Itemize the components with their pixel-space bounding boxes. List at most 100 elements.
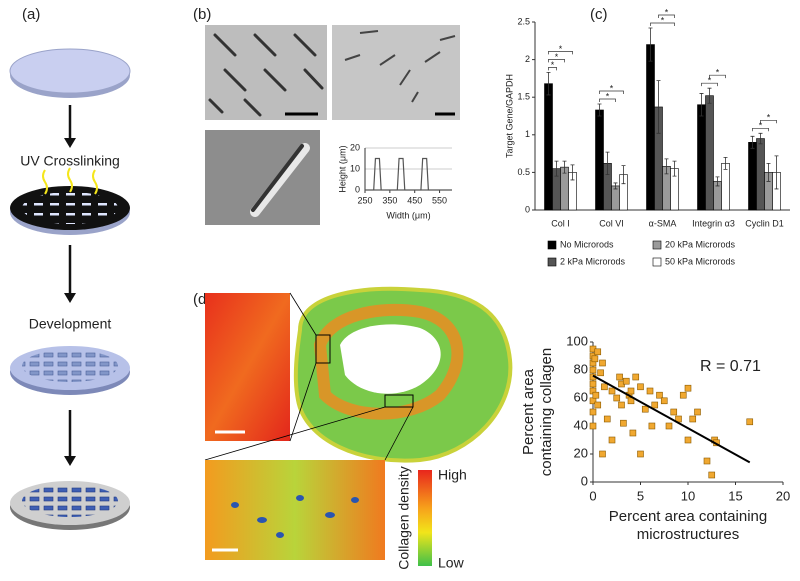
x-tick-label: 15: [728, 488, 742, 503]
legend-label: 50 kPa Microrods: [665, 256, 736, 266]
y-tick-label: 0: [525, 204, 530, 214]
annotation: R = 0.71: [700, 358, 761, 375]
error-bar: [597, 103, 602, 117]
point: [591, 355, 599, 363]
point: [660, 397, 668, 405]
bar: [611, 185, 620, 211]
y-tick-label: 40: [574, 417, 588, 432]
x-tick-label: Col VI: [599, 218, 624, 228]
y-axis-title: Target Gene/GAPDH: [504, 74, 514, 158]
error-bar: [750, 135, 755, 149]
point: [637, 383, 644, 391]
error-bar: [562, 160, 567, 174]
zoom-box: [315, 334, 331, 364]
zoom-line: [289, 292, 317, 336]
point: [589, 380, 597, 388]
legend-label: No Microrods: [560, 239, 614, 249]
x-tick-label: 5: [637, 488, 644, 503]
significance-mark: *: [759, 121, 763, 131]
y-tick-label: 1: [525, 129, 530, 139]
bar: [560, 166, 569, 211]
point: [708, 471, 716, 479]
point: [641, 405, 649, 413]
point: [603, 415, 611, 423]
colorbar-label: Low: [438, 555, 465, 571]
y-tick-label: 80: [574, 361, 588, 376]
y-tick-label: 1.5: [517, 92, 530, 102]
rods: [208, 33, 324, 117]
x-tick-label: 450: [407, 195, 422, 205]
point: [629, 429, 637, 437]
point: [651, 401, 659, 409]
microstructures: [231, 495, 359, 538]
significance-mark: *: [708, 76, 712, 86]
colorbar-title: Collagen density: [396, 466, 412, 570]
point: [616, 373, 623, 381]
zoom-box: [384, 394, 414, 408]
y-tick-label: 60: [574, 389, 588, 404]
point: [670, 408, 678, 416]
legend-swatch: [652, 257, 662, 267]
error-bar: [570, 164, 575, 181]
significance-bracket: [701, 82, 718, 87]
point: [694, 408, 701, 416]
error-bar: [656, 80, 661, 134]
rods: [344, 30, 456, 103]
significance-bracket: [709, 74, 726, 79]
bar: [697, 104, 706, 211]
pattern: [22, 350, 118, 382]
point: [689, 415, 697, 423]
colorbar: [418, 470, 432, 566]
point: [656, 391, 663, 399]
error-bar: [723, 156, 728, 170]
bar: [748, 142, 757, 211]
error-bar: [554, 160, 559, 177]
x-axis-title: microstructures: [637, 526, 740, 543]
x-tick-label: Cyclin D1: [745, 218, 784, 228]
error-bar: [766, 162, 771, 182]
y-tick-label: 2: [525, 54, 530, 64]
zoom-image: [205, 293, 290, 441]
significance-mark: *: [665, 7, 669, 17]
significance-bracket: [599, 98, 616, 102]
significance-mark: *: [606, 91, 610, 101]
zoom-line: [289, 362, 317, 442]
error-bar: [621, 165, 626, 185]
point: [597, 369, 604, 377]
point: [613, 394, 621, 402]
point: [594, 401, 602, 409]
x-tick-label: 20: [776, 488, 790, 503]
zoom-line: [204, 406, 386, 461]
error-bar: [546, 71, 551, 96]
x-tick-label: 350: [382, 195, 397, 205]
point: [627, 397, 635, 405]
x-tick-label: Integrin α3: [692, 218, 735, 228]
error-bar: [605, 151, 610, 176]
y-axis-title: Percent area: [520, 368, 537, 455]
uv-rays: [42, 167, 98, 195]
bar: [705, 95, 714, 211]
point: [594, 348, 602, 356]
arrow-head: [64, 293, 76, 303]
colorbar-label: High: [438, 467, 467, 483]
x-tick-label: 550: [432, 195, 447, 205]
significance-bracket: [548, 59, 565, 63]
y-tick-label: 100: [566, 333, 588, 348]
significance-mark: *: [559, 44, 563, 54]
significance-mark: *: [551, 60, 555, 70]
point: [665, 422, 673, 430]
y-tick-label: 10: [350, 163, 360, 173]
point: [608, 387, 616, 395]
error-bar: [664, 158, 669, 175]
step-label: Development: [29, 316, 112, 332]
micrograph: [332, 25, 460, 120]
x-tick-label: 10: [681, 488, 695, 503]
point: [684, 384, 692, 392]
error-bar: [672, 160, 677, 177]
error-bar: [758, 132, 763, 145]
significance-bracket: [548, 51, 573, 55]
arrow-head: [64, 456, 76, 466]
point: [589, 366, 597, 374]
point: [684, 436, 692, 444]
point: [746, 418, 754, 426]
